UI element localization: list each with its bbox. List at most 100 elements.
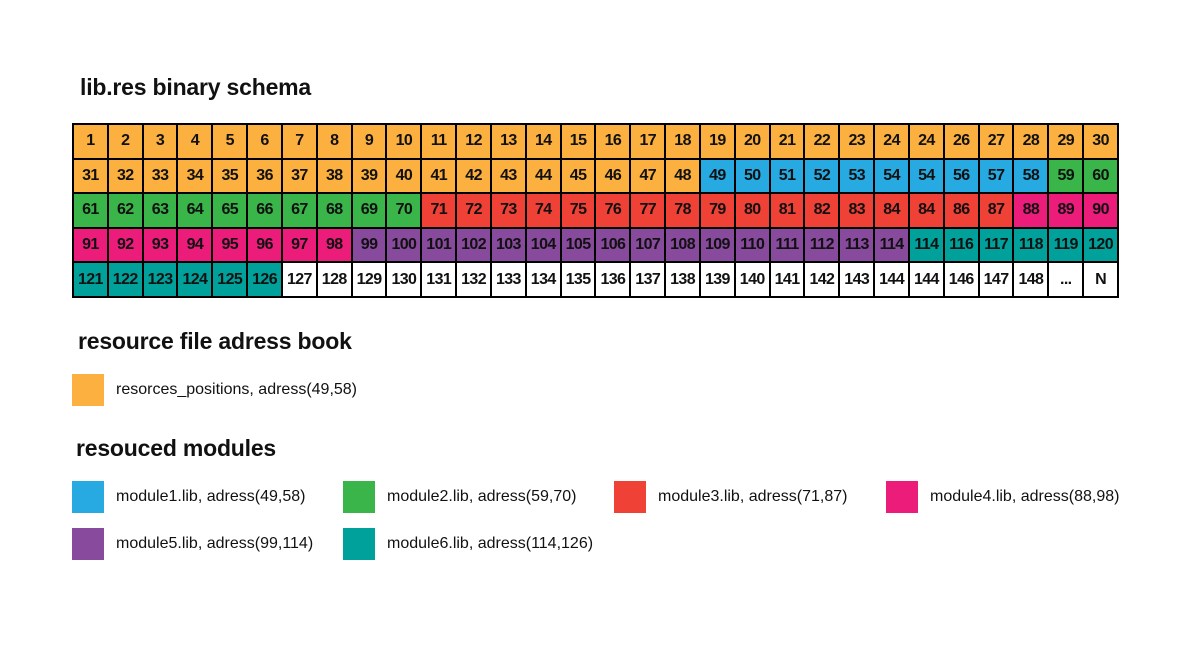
legend-label: module1.lib, adress(49,58) (116, 488, 306, 505)
grid-cell: 2 (107, 124, 143, 159)
grid-cell: 144 (874, 262, 909, 297)
grid-cell: 113 (839, 227, 875, 263)
grid-cell: 126 (247, 262, 282, 297)
legend-item-module4: module4.lib, adress(88,98) (886, 481, 1119, 513)
grid-cell: 15 (560, 124, 596, 159)
grid-cell: 133 (490, 262, 526, 297)
grid-cell: 26 (943, 124, 979, 159)
grid-cell: 56 (943, 158, 979, 194)
grid-cell: 119 (1048, 227, 1084, 263)
grid-cell: 114 (908, 227, 944, 263)
grid-cell: 40 (386, 158, 422, 194)
binary-schema-grid: 1 2 3 4 5 6 7 8 9 10 11 12 13 14 15 16 17 18 19 20 21 22 23 24 2… (72, 123, 1119, 298)
grid-cell: 24 (908, 124, 944, 159)
grid-cell: 78 (665, 193, 700, 228)
grid-cell: 135 (560, 262, 596, 297)
grid-cell: 87 (978, 193, 1014, 228)
grid-cell: 147 (978, 262, 1014, 297)
grid-cell: 132 (456, 262, 491, 297)
grid-cell: 124 (177, 262, 213, 297)
grid-cell: 63 (142, 193, 178, 228)
grid-cell: 43 (490, 158, 526, 194)
grid-cell: 148 (1013, 262, 1049, 297)
grid-cell: 144 (908, 262, 944, 297)
grid-cell: 57 (978, 158, 1014, 194)
grid-cell: 52 (804, 158, 840, 194)
grid-cell: 67 (281, 193, 317, 228)
legend-label: module2.lib, adress(59,70) (387, 488, 577, 505)
legend-label: resorces_positions, adress(49,58) (116, 381, 358, 398)
grid-cell: 107 (630, 227, 666, 263)
grid-cell: 92 (107, 227, 143, 263)
grid-cell: 73 (490, 193, 526, 228)
grid-cell: 7 (281, 124, 317, 159)
grid-cell: 100 (386, 227, 422, 263)
grid-cell: 101 (421, 227, 457, 263)
grid-cell: 111 (769, 227, 805, 263)
legend-swatch (886, 481, 918, 513)
grid-cell: 114 (874, 227, 909, 263)
grid-cell: 37 (281, 158, 317, 194)
legend-item-module1: module1.lib, adress(49,58) (72, 481, 305, 513)
grid-cell: 18 (665, 124, 700, 159)
grid-cell: 66 (247, 193, 282, 228)
legend-label: module5.lib, adress(99,114) (116, 535, 314, 552)
grid-cell: 48 (665, 158, 700, 194)
grid-cell: 14 (525, 124, 561, 159)
grid-cell: 51 (769, 158, 805, 194)
grid-cell: 99 (351, 227, 387, 263)
grid-cell: 120 (1083, 227, 1118, 263)
grid-cell: ... (1048, 262, 1084, 297)
grid-cell: 53 (839, 158, 875, 194)
grid-cell: 142 (804, 262, 840, 297)
grid-cell: 62 (107, 193, 143, 228)
grid-cell: 39 (351, 158, 387, 194)
grid-cell: 81 (769, 193, 805, 228)
grid-cell: 36 (247, 158, 282, 194)
grid-cell: 88 (1013, 193, 1049, 228)
grid-cell: 93 (142, 227, 178, 263)
grid-cell: 118 (1013, 227, 1049, 263)
grid-cell: 94 (177, 227, 213, 263)
grid-cell: 3 (142, 124, 178, 159)
grid-cell: 31 (73, 158, 108, 194)
legend-item-resources-positions: resorces_positions, adress(49,58) (72, 374, 357, 406)
grid-cell: 8 (316, 124, 352, 159)
grid-cell: 5 (212, 124, 248, 159)
grid-cell: 16 (595, 124, 631, 159)
grid-cell: 140 (734, 262, 770, 297)
grid-cell: 96 (247, 227, 282, 263)
grid-cell: 108 (665, 227, 700, 263)
legend-item-module3: module3.lib, adress(71,87) (614, 481, 847, 513)
grid-cell: 10 (386, 124, 422, 159)
legend-swatch (343, 528, 375, 560)
grid-cell: 104 (525, 227, 561, 263)
grid-cell: 84 (874, 193, 909, 228)
grid-cell: 58 (1013, 158, 1049, 194)
grid-cell: 69 (351, 193, 387, 228)
grid-cell: 106 (595, 227, 631, 263)
grid-cell: 121 (73, 262, 108, 297)
legend-label: module6.lib, adress(114,126) (387, 535, 594, 552)
grid-cell: 20 (734, 124, 770, 159)
grid-cell: 80 (734, 193, 770, 228)
legend-item-module6: module6.lib, adress(114,126) (343, 528, 593, 560)
address-book-heading: resource file adress book (78, 328, 352, 354)
grid-cell: 12 (456, 124, 491, 159)
grid-cell: 59 (1048, 158, 1084, 194)
modules-heading: resouced modules (76, 435, 277, 461)
schema-title: lib.res binary schema (80, 74, 312, 100)
grid-cell: 49 (699, 158, 735, 194)
grid-cell: 34 (177, 158, 213, 194)
grid-cell: 54 (874, 158, 909, 194)
grid-cell: 23 (839, 124, 875, 159)
grid-cell: 72 (456, 193, 491, 228)
legend-swatch (72, 374, 104, 406)
grid-cell: 98 (316, 227, 352, 263)
grid-cell: 19 (699, 124, 735, 159)
grid-cell: 76 (595, 193, 631, 228)
legend-label: module4.lib, adress(88,98) (930, 488, 1120, 505)
grid-cell: 137 (630, 262, 666, 297)
grid-cell: 136 (595, 262, 631, 297)
grid-cell: 122 (107, 262, 143, 297)
